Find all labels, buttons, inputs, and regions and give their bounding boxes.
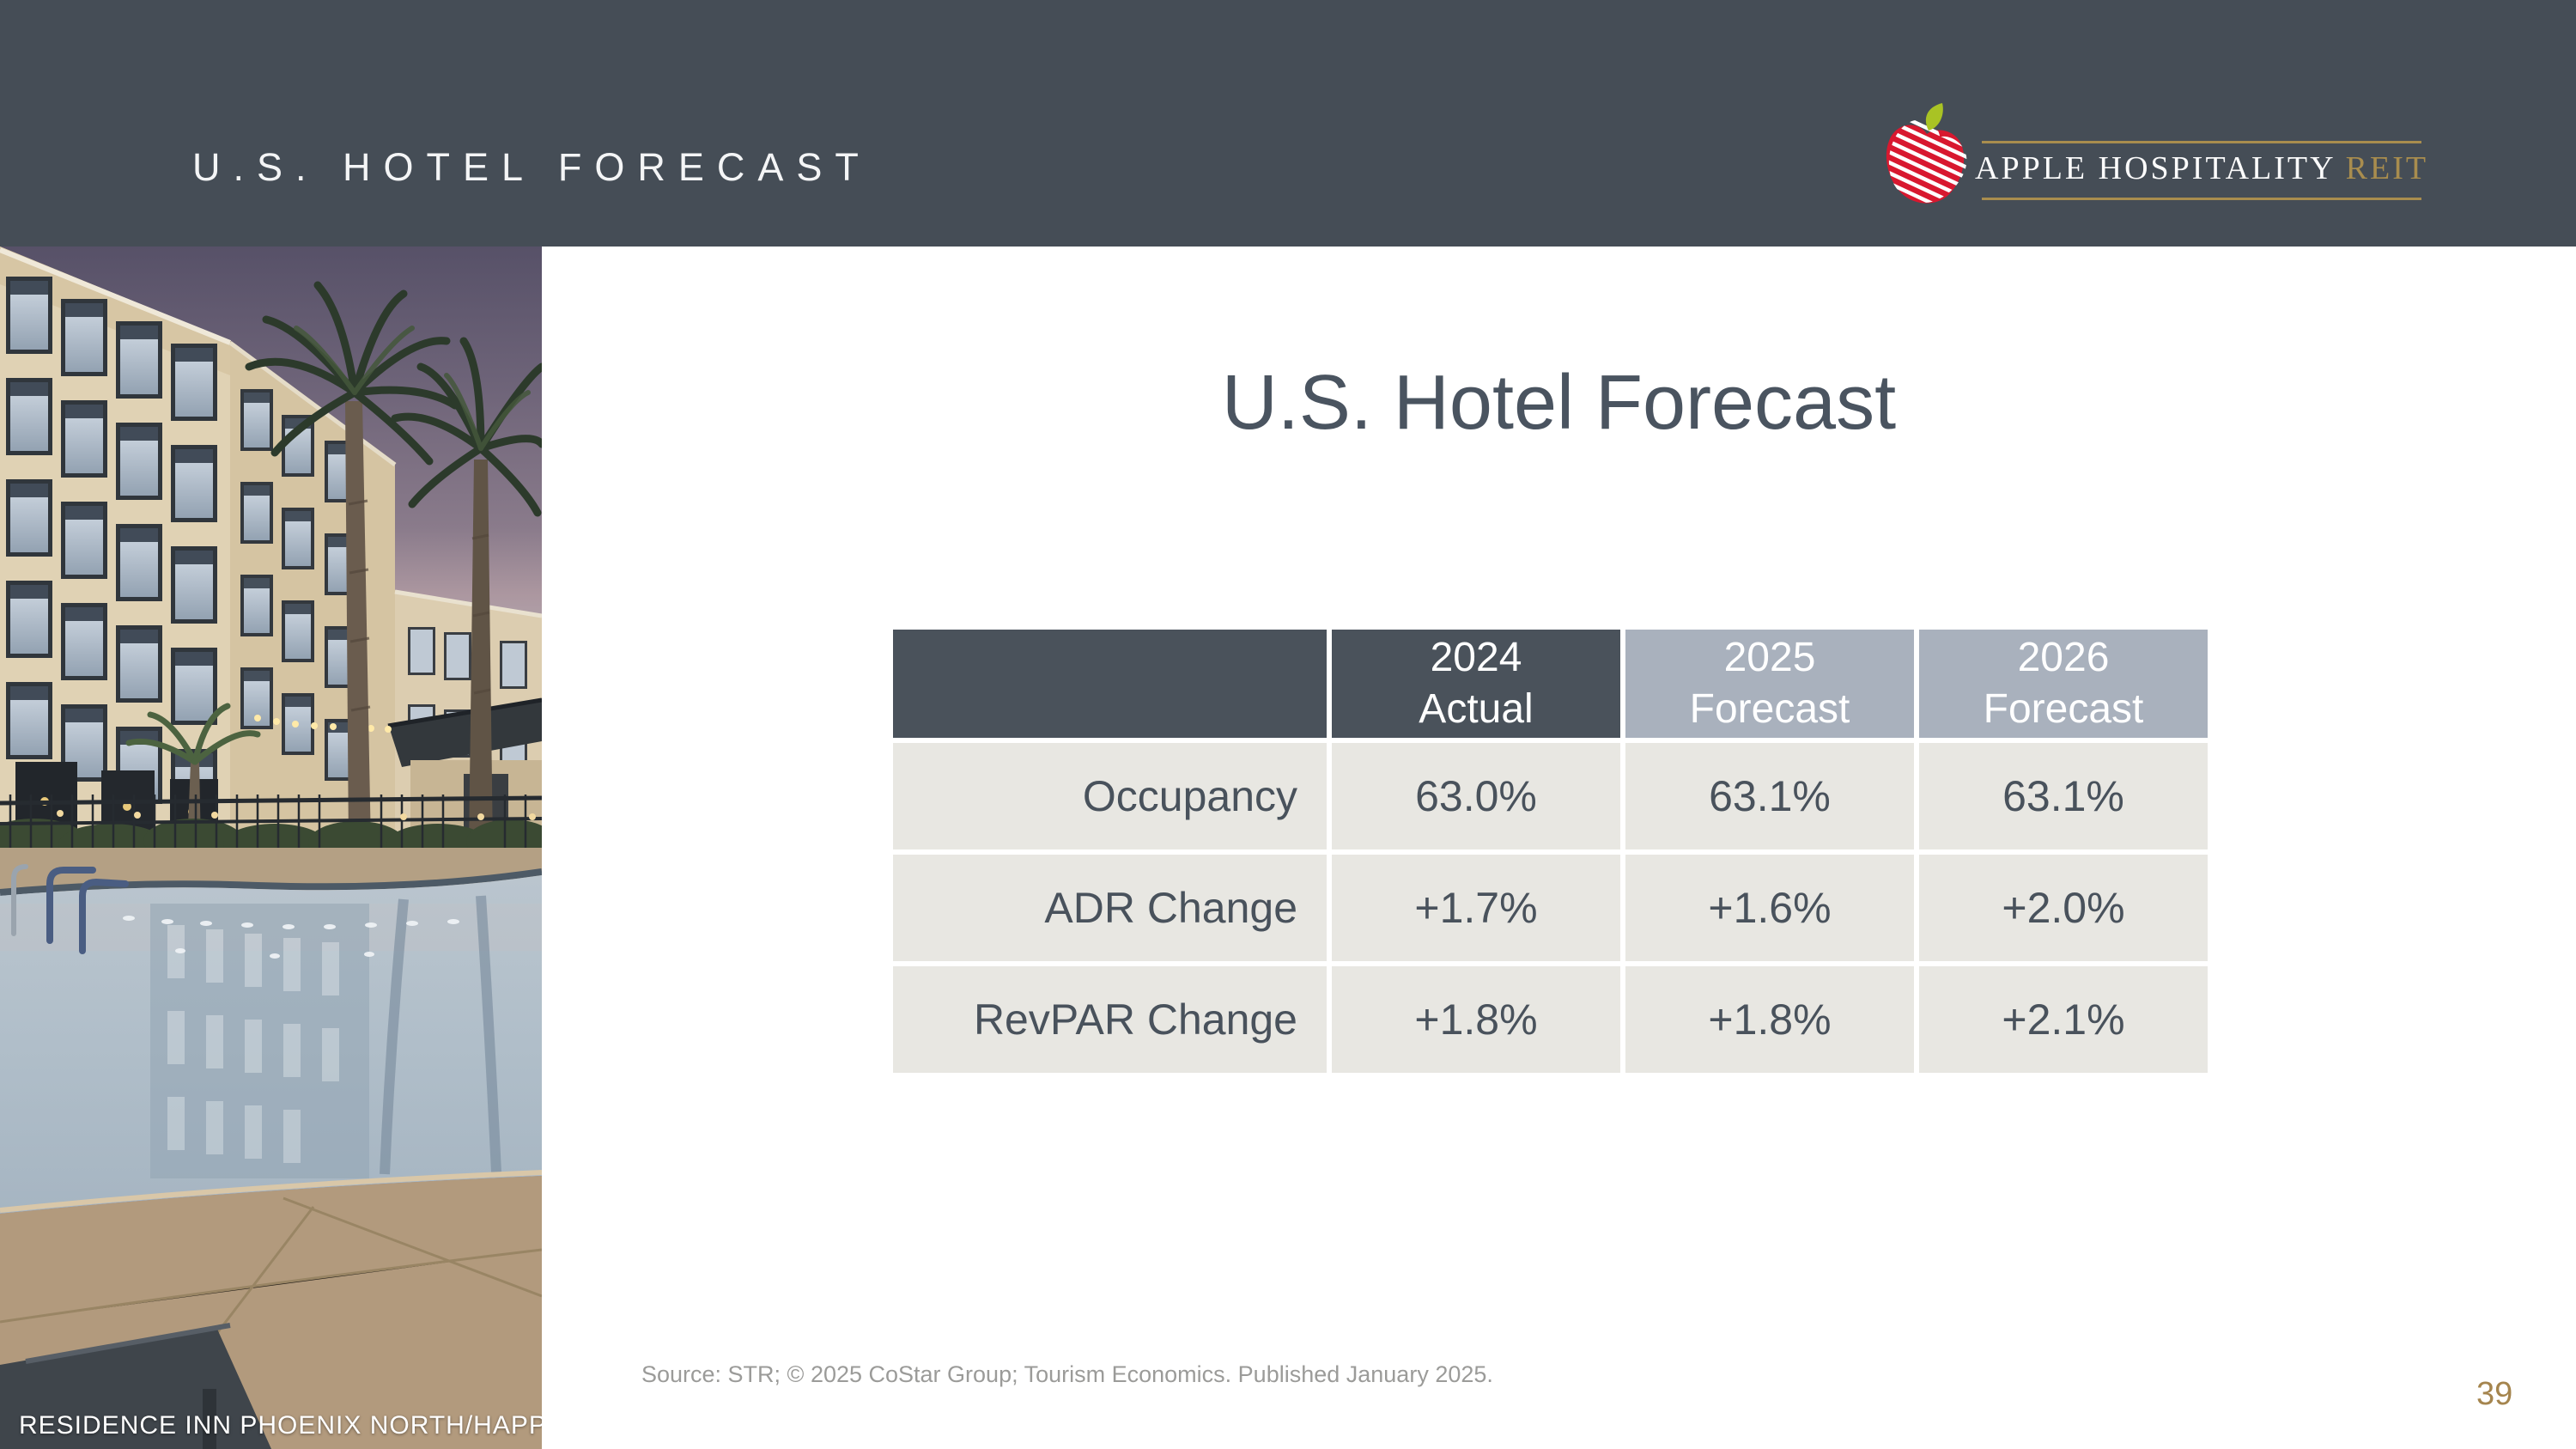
revpar-change-2024: +1.8% bbox=[1332, 966, 1620, 1073]
revpar-change-2025: +1.8% bbox=[1625, 966, 1914, 1073]
occupancy-2026: 63.1% bbox=[1919, 743, 2208, 849]
adr-change-2024: +1.7% bbox=[1332, 855, 1620, 961]
page-title: U.S. Hotel Forecast bbox=[1221, 360, 1897, 446]
table-header-blank bbox=[893, 630, 1327, 738]
apple-logo-icon bbox=[1882, 103, 1971, 211]
apple-leaf-icon bbox=[1925, 103, 1943, 131]
row-label-occupancy: Occupancy bbox=[893, 743, 1327, 849]
forecast-table: 2024 Actual 2025 Forecast 2026 Forecast … bbox=[893, 630, 2208, 1073]
photo-caption: RESIDENCE INN PHOENIX NORTH/HAPPY VALLEY bbox=[19, 1411, 542, 1440]
table-header-2026-forecast: 2026 Forecast bbox=[1919, 630, 2208, 738]
revpar-change-2026: +2.1% bbox=[1919, 966, 2208, 1073]
logo-wordmark: APPLE HOSPITALITY REIT bbox=[1975, 149, 2427, 187]
logo-rule-top bbox=[1982, 141, 2421, 143]
table-header-2025-forecast: 2025 Forecast bbox=[1625, 630, 1914, 738]
occupancy-2025: 63.1% bbox=[1625, 743, 1914, 849]
logo-rule-bottom bbox=[1982, 198, 2421, 200]
adr-change-2025: +1.6% bbox=[1625, 855, 1914, 961]
occupancy-2024: 63.0% bbox=[1332, 743, 1620, 849]
row-label-revpar-change: RevPAR Change bbox=[893, 966, 1327, 1073]
page-number: 39 bbox=[2476, 1376, 2513, 1412]
top-bar: U.S. HOTEL FORECAST bbox=[0, 0, 2576, 247]
logo-name-main: APPLE HOSPITALITY bbox=[1975, 150, 2346, 186]
adr-change-2026: +2.0% bbox=[1919, 855, 2208, 961]
hotel-photo-illustration bbox=[0, 247, 542, 1449]
table-header-2024-actual: 2024 Actual bbox=[1332, 630, 1620, 738]
hotel-photo: RESIDENCE INN PHOENIX NORTH/HAPPY VALLEY bbox=[0, 247, 542, 1449]
logo-name-accent: REIT bbox=[2345, 150, 2429, 186]
row-label-adr-change: ADR Change bbox=[893, 855, 1327, 961]
source-note: Source: STR; © 2025 CoStar Group; Touris… bbox=[641, 1361, 1493, 1387]
slide-header-title: U.S. HOTEL FORECAST bbox=[192, 145, 872, 189]
